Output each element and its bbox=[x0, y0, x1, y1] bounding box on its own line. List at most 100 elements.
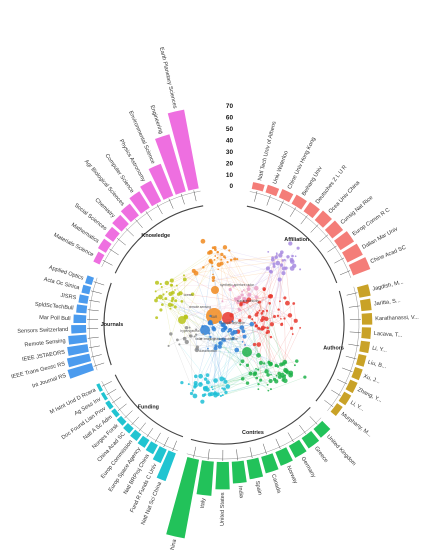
bar-funding bbox=[138, 436, 150, 448]
network-node bbox=[183, 277, 187, 281]
bar-leader-affiliation bbox=[328, 246, 337, 252]
network-node bbox=[299, 268, 301, 270]
network-node bbox=[211, 386, 213, 388]
network-node bbox=[164, 297, 167, 300]
network-node bbox=[268, 302, 271, 305]
network-node bbox=[200, 382, 202, 384]
network-node bbox=[267, 390, 269, 392]
network-node bbox=[276, 252, 278, 254]
network-node bbox=[238, 308, 241, 311]
bar-label-authors: Li, Y... bbox=[372, 346, 388, 354]
network-node bbox=[243, 303, 246, 306]
network-node bbox=[200, 400, 204, 404]
bar-leader-funding bbox=[131, 417, 138, 425]
bar-authors bbox=[359, 341, 370, 353]
bar-authors bbox=[362, 313, 373, 325]
network-node bbox=[171, 299, 174, 302]
network-node bbox=[233, 258, 236, 261]
network-node bbox=[154, 299, 158, 303]
network-node bbox=[220, 395, 222, 397]
network-term-label: synthetic aperture radar bbox=[220, 283, 255, 287]
network-node bbox=[159, 308, 162, 311]
network-node bbox=[256, 342, 261, 347]
network-node bbox=[155, 290, 157, 292]
network-node bbox=[194, 383, 198, 387]
network-node bbox=[280, 318, 282, 320]
network-node bbox=[174, 289, 176, 291]
network-node bbox=[221, 300, 223, 302]
bar-leader-funding bbox=[164, 437, 169, 447]
scale-tick-label: 50 bbox=[226, 126, 234, 133]
network-node bbox=[273, 265, 276, 268]
network-node bbox=[195, 334, 197, 336]
network-node bbox=[194, 375, 198, 379]
network-node bbox=[213, 378, 218, 383]
network-node bbox=[208, 259, 212, 263]
section-title-authors: Authors bbox=[323, 345, 344, 351]
network-term-label: SAR bbox=[211, 315, 218, 319]
network-node bbox=[165, 281, 169, 285]
network-node bbox=[254, 286, 259, 291]
section-title-affiliation: Affiliation bbox=[284, 237, 309, 243]
bar-authors bbox=[356, 354, 367, 367]
network-node bbox=[206, 380, 210, 384]
network-node bbox=[227, 331, 229, 333]
network-node bbox=[279, 300, 281, 302]
scale-tick-label: 0 bbox=[229, 183, 233, 190]
network-edge bbox=[179, 292, 203, 334]
network-node bbox=[192, 269, 196, 273]
network-edge bbox=[270, 303, 281, 364]
network-node bbox=[161, 286, 163, 288]
network-node bbox=[270, 336, 272, 338]
network-node bbox=[286, 255, 289, 258]
network-node bbox=[206, 388, 210, 392]
network-node bbox=[278, 375, 282, 379]
bar-label-knowledge: Earth Planetary Sciences bbox=[158, 47, 178, 110]
bar-contries bbox=[197, 460, 214, 496]
network-node bbox=[188, 383, 190, 385]
network-node bbox=[220, 259, 222, 261]
bar-journals bbox=[85, 275, 94, 285]
bar-label-affiliation: Natl Tech Univ of Athens bbox=[257, 121, 278, 182]
network-node bbox=[201, 325, 203, 327]
section-title-knowledge: Knowledge bbox=[141, 233, 170, 239]
network-node bbox=[241, 359, 245, 363]
scale-tick-label: 40 bbox=[226, 137, 234, 144]
network-node bbox=[274, 255, 278, 259]
network-node bbox=[261, 316, 265, 320]
network-node bbox=[212, 389, 214, 391]
network-node bbox=[193, 394, 198, 399]
bar-leader-knowledge bbox=[157, 204, 162, 214]
network-node bbox=[169, 332, 172, 335]
bar-label-knowledge: Chemistry bbox=[94, 197, 116, 219]
network-node bbox=[270, 388, 272, 390]
network-node bbox=[283, 317, 285, 319]
network-node bbox=[170, 284, 173, 287]
network-node bbox=[259, 379, 262, 382]
network-node bbox=[251, 318, 253, 320]
section-arc-contries bbox=[191, 407, 310, 444]
network-node bbox=[271, 295, 273, 297]
network-node bbox=[225, 384, 230, 389]
network-node bbox=[273, 315, 276, 318]
bar-journals bbox=[71, 325, 86, 334]
bar-label-knowledge: Mathematics bbox=[70, 222, 100, 245]
network-node bbox=[239, 364, 241, 366]
network-node bbox=[208, 320, 213, 325]
bar-contries bbox=[166, 457, 199, 538]
bar-knowledge bbox=[93, 252, 104, 265]
bar-leader-affiliation bbox=[290, 207, 296, 216]
network-node bbox=[223, 326, 227, 330]
bar-leader-contries bbox=[310, 416, 317, 424]
network-node bbox=[208, 332, 210, 334]
bar-leader-funding bbox=[124, 411, 132, 419]
bar-label-authors: Li, Y... bbox=[349, 400, 365, 413]
network-node bbox=[243, 289, 245, 291]
network-node bbox=[214, 255, 216, 257]
network-node bbox=[270, 322, 274, 326]
network-node bbox=[211, 326, 215, 330]
network-node bbox=[184, 315, 188, 319]
scale-tick-label: 20 bbox=[226, 160, 234, 167]
bar-label-journals: JISRS bbox=[60, 293, 77, 302]
network-node bbox=[220, 253, 223, 256]
